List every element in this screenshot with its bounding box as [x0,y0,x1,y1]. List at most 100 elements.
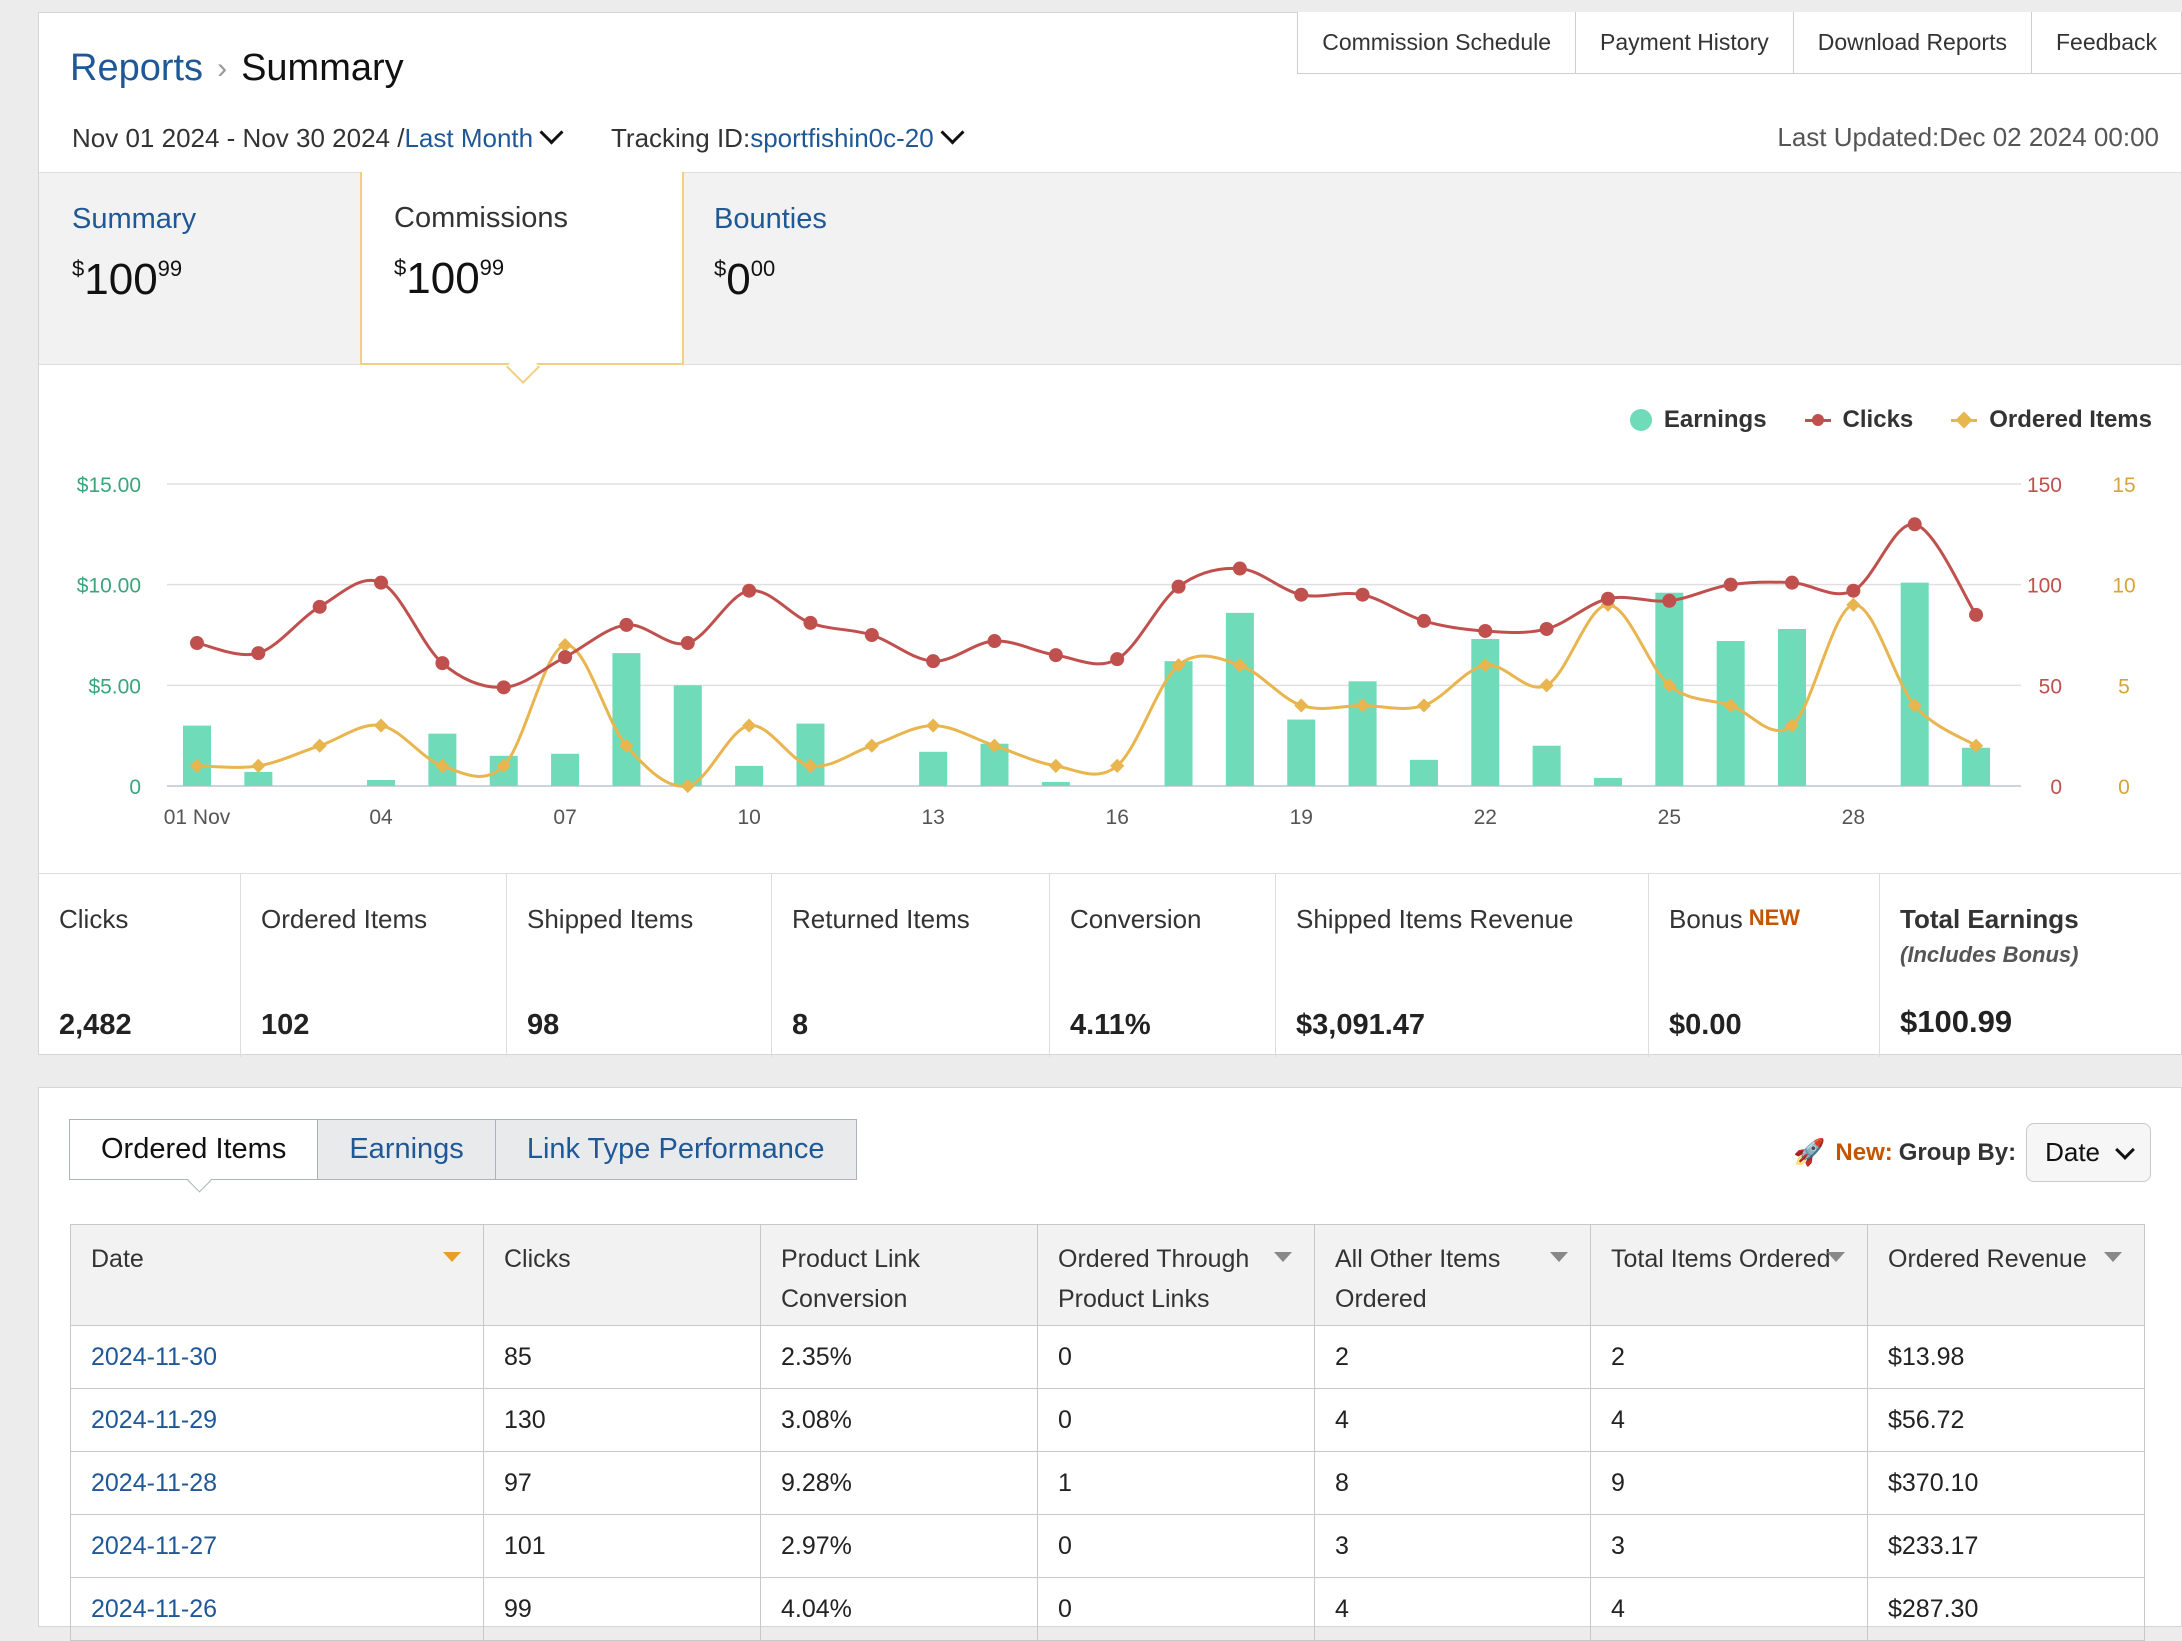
tab-link-type-performance[interactable]: Link Type Performance [494,1119,857,1180]
sort-icon[interactable] [1550,1252,1568,1262]
earnings-bar [1164,661,1193,786]
ordered-items-point [251,758,266,773]
metric-label: Shipped Items [527,904,694,934]
feedback-button[interactable]: Feedback [2030,12,2182,74]
clicks-point [1110,652,1125,667]
group-by: 🚀 New: Group By: Date [1793,1123,2151,1182]
tab-commissions[interactable]: Commissions $10099 [360,172,684,365]
rocket-icon: 🚀 [1793,1137,1826,1167]
sort-desc-icon[interactable] [443,1252,461,1262]
metric-value: 98 [527,1009,560,1041]
ordered-items-point [1907,698,1922,713]
tracking-id-label: Tracking ID: [611,123,751,153]
ordered-items-point [803,758,818,773]
chevron-down-icon[interactable] [539,120,564,145]
legend-earnings-label: Earnings [1663,406,1767,433]
table-cell: 130 [483,1388,761,1452]
breadcrumb-reports-link[interactable]: Reports [70,47,204,89]
x-tick-label: 28 [1842,806,1865,829]
y-right-items-tick-label: 0 [2118,776,2130,799]
table-cell: 9 [1590,1451,1868,1515]
clicks-point [1785,575,1800,590]
metric-clicks: Clicks 2,482 [39,874,241,1057]
tab-summary[interactable]: Summary $10099 [39,173,360,364]
clicks-point [1048,648,1063,663]
column-header-date[interactable]: Date [70,1224,484,1326]
sort-icon[interactable] [2104,1252,2122,1262]
ordered-items-point [864,738,879,753]
column-header-product-link-conversion[interactable]: Product Link Conversion [760,1224,1038,1326]
tab-ordered-items[interactable]: Ordered Items [69,1119,319,1180]
date-link[interactable]: 2024-11-28 [70,1451,484,1515]
ordered-items-point [1355,698,1370,713]
sort-icon[interactable] [1274,1252,1292,1262]
legend-ordered-items-label: Ordered Items [1989,406,2152,433]
column-header-total-items-ordered[interactable]: Total Items Ordered [1590,1224,1868,1326]
ordered-items-table: Date Clicks Product Link Conversion Orde… [70,1224,2145,1641]
table-cell: 2 [1590,1325,1868,1389]
clicks-point [1294,587,1309,602]
metric-label: Shipped Items Revenue [1296,904,1574,934]
legend-ordered-items[interactable]: Ordered Items [1951,406,2152,434]
earnings-bar [367,779,396,786]
column-header-ordered-revenue[interactable]: Ordered Revenue [1867,1224,2145,1326]
y-right-items-tick-label: 10 [2112,575,2135,598]
y-right-clicks-tick-label: 50 [2039,675,2062,698]
tab-bounties-label[interactable]: Bounties [714,203,827,235]
table-cell: $287.30 [1867,1577,2145,1641]
ordered-items-point [1539,678,1554,693]
metric-value: 2,482 [59,1009,132,1041]
metric-label: Total Earnings [1900,904,2079,934]
sort-icon[interactable] [1827,1252,1845,1262]
group-by-select[interactable]: Date [2026,1123,2151,1182]
earnings-bar [1225,612,1254,786]
clicks-point [864,628,879,642]
ordered-items-point [435,758,450,773]
group-by-value: Date [2045,1137,2100,1167]
legend-clicks[interactable]: Clicks [1804,406,1913,434]
tab-commissions-label[interactable]: Commissions [394,202,569,234]
table-cell: 9.28% [760,1451,1038,1515]
column-header-all-other-items-ordered[interactable]: All Other Items Ordered [1314,1224,1591,1326]
y-right-items-tick-label: 5 [2118,675,2130,698]
chevron-down-icon[interactable] [940,120,965,145]
date-link[interactable]: 2024-11-30 [70,1325,484,1389]
ordered-items-point [1294,698,1309,713]
bounties-amount: $000 [714,255,776,304]
date-link[interactable]: 2024-11-29 [70,1388,484,1452]
download-reports-button[interactable]: Download Reports [1792,12,2032,74]
tab-bounties[interactable]: Bounties $000 [684,173,1005,364]
clicks-point [496,680,511,695]
summary-amount: $10099 [72,255,183,304]
ordered-items-point [496,758,511,773]
report-tabs: Ordered Items Earnings Link Type Perform… [69,1119,857,1180]
table-cell: $13.98 [1867,1325,2145,1389]
tracking-id-value[interactable]: sportfishin0c-20 [750,123,934,153]
ordered-items-point [1784,718,1800,733]
ordered-items-line [196,603,1977,788]
date-link[interactable]: 2024-11-26 [70,1577,484,1641]
tracking-id-selector[interactable]: Tracking ID:sportfishin0c-20 [611,118,965,158]
tab-summary-label[interactable]: Summary [72,203,197,235]
metric-label: Bonus NEW [1669,904,1801,934]
payment-history-button[interactable]: Payment History [1575,12,1794,74]
ordered-items-point [619,738,634,753]
table-row: 2024-11-29 130 3.08% 0 4 4 $56.72 [70,1388,2145,1452]
legend-earnings[interactable]: Earnings [1629,406,1767,434]
metric-shipped-items-revenue: Shipped Items Revenue $3,091.47 [1276,874,1649,1057]
x-tick-label: 25 [1658,806,1681,829]
metric-bonus: Bonus NEW $0.00 [1649,874,1880,1057]
clicks-point [312,599,327,614]
earnings-bar [612,653,641,786]
y-tick-label: $10.00 [77,575,141,598]
date-preset-dropdown[interactable]: Last Month [404,123,534,153]
x-tick-label: 19 [1290,806,1313,829]
x-tick-label: 22 [1474,806,1497,829]
column-header-ordered-through-product-links[interactable]: Ordered Through Product Links [1037,1224,1315,1326]
commission-schedule-button[interactable]: Commission Schedule [1297,12,1577,74]
new-badge: NEW [1748,905,1801,930]
column-header-clicks[interactable]: Clicks [483,1224,761,1326]
date-link[interactable]: 2024-11-27 [70,1514,484,1578]
metric-total-earnings: Total Earnings (Includes Bonus) $100.99 [1880,874,2181,1057]
tab-earnings[interactable]: Earnings [317,1119,496,1180]
